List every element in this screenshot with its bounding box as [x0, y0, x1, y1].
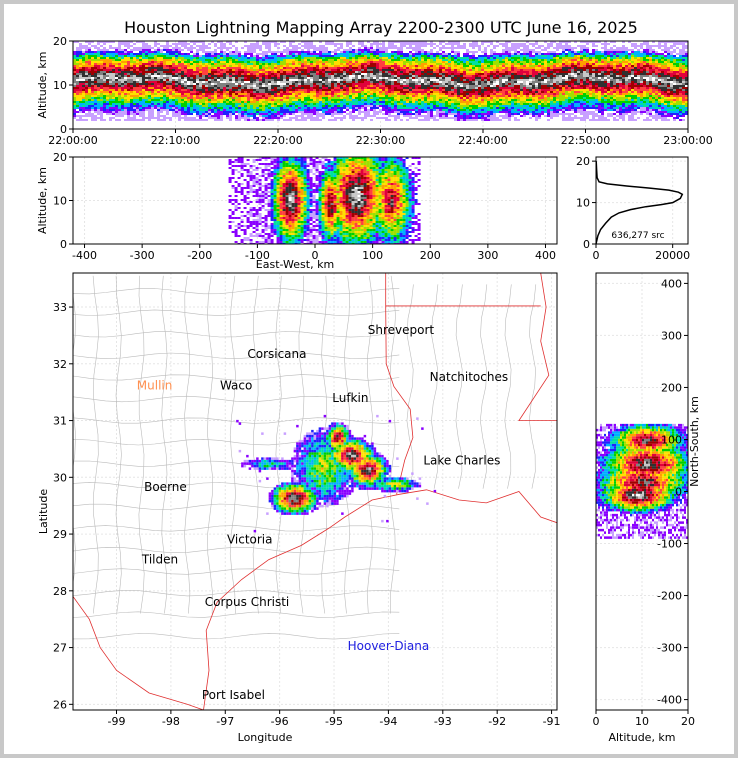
map-frame [72, 272, 558, 711]
hist-y-tick-1: 10 [576, 197, 590, 210]
p1-alt-tick-1: 10 [53, 79, 67, 92]
place-label-3: Mullin [137, 378, 173, 392]
ew-xlabel: East-West, km [256, 258, 334, 271]
histogram-frame [595, 156, 689, 245]
place-label-5: Lufkin [332, 391, 368, 405]
p5-alt-tick-2: 20 [681, 715, 695, 728]
time-tick-6: 23:00:00 [663, 134, 712, 147]
la-ms-border [518, 273, 557, 421]
hist-x-tick-0: 0 [593, 249, 600, 262]
lat-tick-7: 33 [53, 301, 67, 314]
p2-alt-tick-0: 0 [60, 238, 67, 251]
lon-tick-8: -91 [543, 715, 561, 728]
ns-tick-0: -400 [657, 694, 682, 707]
p5-alt-tick-0: 0 [593, 715, 600, 728]
place-label-7: Boerne [144, 480, 187, 494]
figure-title: Houston Lightning Mapping Array 2200-230… [124, 18, 638, 37]
lon-tick-4: -95 [325, 715, 343, 728]
ew-tick-1: -300 [130, 249, 155, 262]
p2-alt-tick-1: 10 [53, 195, 67, 208]
place-label-1: Corsicana [247, 347, 306, 361]
ns-tick-1: -300 [657, 642, 682, 655]
ew-tick-8: 400 [535, 249, 556, 262]
figure: Houston Lightning Mapping Array 2200-230… [4, 4, 734, 754]
p5-xlabel: Altitude, km [608, 731, 675, 744]
time-tick-4: 22:40:00 [458, 134, 507, 147]
place-label-4: Waco [220, 378, 252, 392]
lon-tick-3: -96 [271, 715, 289, 728]
lat-tick-5: 31 [53, 415, 67, 428]
ns-tick-3: -100 [657, 538, 682, 551]
hist-y-tick-2: 20 [576, 155, 590, 168]
tx-la-border [385, 273, 414, 495]
lon-tick-7: -92 [488, 715, 506, 728]
p1-alt-tick-2: 20 [53, 35, 67, 48]
hist-y-tick-0: 0 [583, 238, 590, 251]
ew-tick-5: 100 [362, 249, 383, 262]
place-label-12: Port Isabel [202, 688, 265, 702]
grid [73, 273, 557, 710]
map-xlabel: Longitude [238, 731, 293, 744]
lon-tick-6: -93 [434, 715, 452, 728]
lon-tick-2: -97 [216, 715, 234, 728]
p2-ylabel: Altitude, km [36, 167, 49, 234]
altitude-histogram-line [595, 161, 684, 245]
map-lightning-density [236, 414, 437, 533]
lat-tick-6: 32 [53, 358, 67, 371]
lat-tick-1: 27 [53, 642, 67, 655]
ns-tick-5: 100 [661, 433, 682, 446]
ew-tick-7: 300 [477, 249, 498, 262]
ew-tick-2: -200 [187, 249, 212, 262]
p1-ylabel: Altitude, km [36, 51, 49, 118]
time-tick-1: 22:10:00 [151, 134, 200, 147]
ns-altitude-density [596, 423, 688, 539]
ew-tick-0: -400 [72, 249, 97, 262]
p2-alt-tick-2: 20 [53, 151, 67, 164]
lon-tick-1: -98 [162, 715, 180, 728]
place-label-0: Shreveport [368, 323, 435, 337]
place-label-10: Corpus Christi [205, 595, 290, 609]
ns-ylabel: North-South, km [688, 396, 701, 487]
coastline [203, 489, 557, 710]
ew-tick-6: 200 [420, 249, 441, 262]
ew-tick-3: -100 [245, 249, 270, 262]
source-count-label: 636,277 src [611, 231, 664, 241]
place-label-8: Victoria [227, 533, 273, 547]
place-label-9: Tilden [141, 553, 178, 567]
rio-grande-border [73, 596, 204, 710]
ns-tick-2: -200 [657, 590, 682, 603]
ns-tick-7: 300 [661, 329, 682, 342]
hist-x-tick-1: 20000 [655, 249, 690, 262]
time-altitude-density [73, 41, 688, 121]
p5-alt-tick-1: 10 [635, 715, 649, 728]
lat-tick-4: 30 [53, 471, 67, 484]
ns-tick-8: 400 [661, 277, 682, 290]
lat-tick-0: 26 [53, 698, 67, 711]
ew-altitude-density [228, 157, 421, 244]
lon-tick-5: -94 [379, 715, 397, 728]
place-label-11: Hoover-Diana [348, 639, 430, 653]
ew-tick-4: 0 [312, 249, 319, 262]
time-tick-0: 22:00:00 [48, 134, 97, 147]
county-borders [73, 275, 537, 640]
place-label-2: Natchitoches [430, 370, 508, 384]
time-tick-3: 22:30:00 [356, 134, 405, 147]
time-tick-5: 22:50:00 [561, 134, 610, 147]
ns-tick-4: 0 [675, 486, 682, 499]
lma-figure: Houston Lightning Mapping Array 2200-230… [36, 18, 713, 744]
p1-alt-tick-0: 0 [60, 123, 67, 136]
lat-tick-2: 28 [53, 585, 67, 598]
lat-tick-3: 29 [53, 528, 67, 541]
lon-tick-0: -99 [108, 715, 126, 728]
ns-tick-6: 200 [661, 381, 682, 394]
place-label-6: Lake Charles [423, 453, 500, 467]
map-ylabel: Latitude [37, 489, 50, 535]
time-tick-2: 22:20:00 [253, 134, 302, 147]
